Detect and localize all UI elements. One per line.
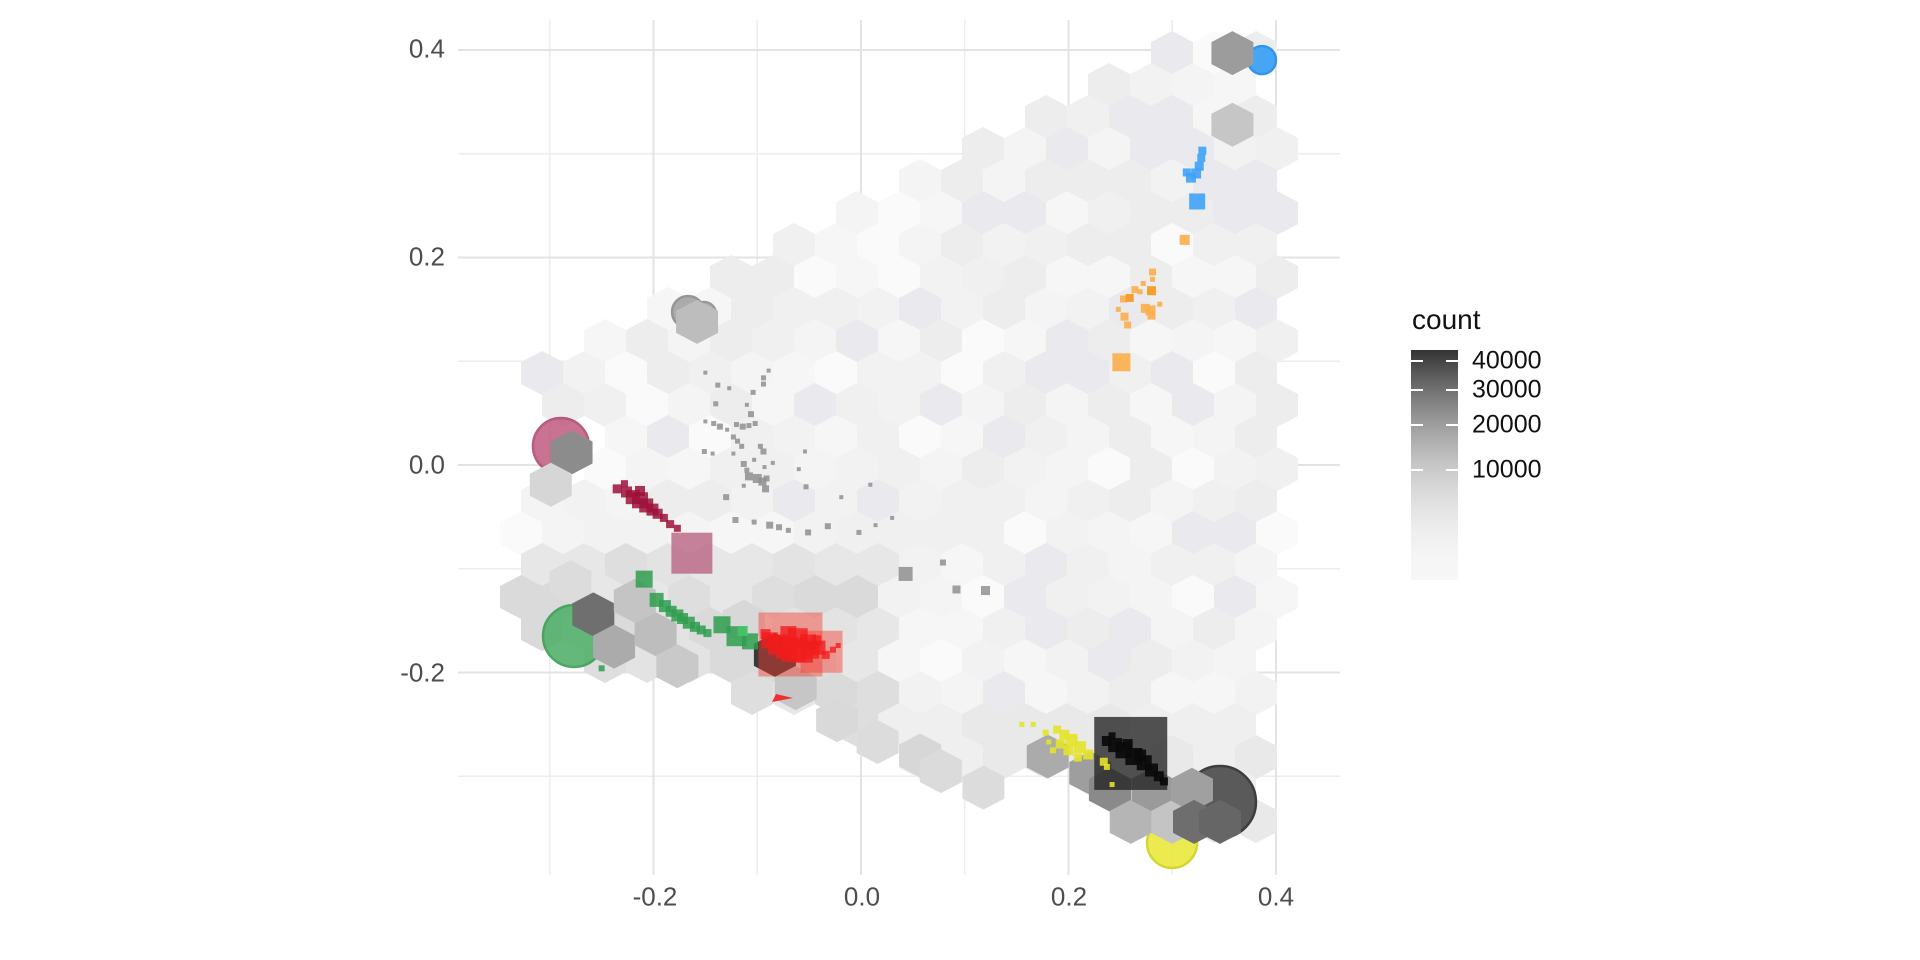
cluster-rose (671, 532, 713, 574)
cluster-green-bright (737, 626, 748, 636)
cluster-black (1101, 732, 1168, 786)
x-tick-label: 0.2 (1050, 881, 1088, 912)
cluster-orange-dark (1125, 286, 1156, 302)
legend-gradient-bar (1411, 350, 1458, 580)
y-tick-label: -0.2 (400, 657, 445, 688)
legend-tick-label: 20000 (1472, 410, 1542, 439)
x-tick-label: 0.0 (843, 881, 881, 912)
y-tick-label: 0.4 (408, 33, 445, 64)
x-tick-label: -0.2 (632, 881, 678, 912)
cluster-maroon (612, 480, 681, 532)
cluster-green (598, 570, 758, 672)
legend-tick-label: 30000 (1472, 375, 1542, 404)
x-tick-label: 0.4 (1257, 881, 1295, 912)
legend-tick-mark (1446, 389, 1458, 392)
y-tick-label: 0.2 (408, 241, 445, 272)
hexbin-feature-layer (529, 31, 1254, 844)
legend-tick-mark (1446, 469, 1458, 472)
cluster-gray-scatter (701, 368, 990, 596)
cluster-blue (1182, 146, 1207, 210)
legend-tick-mark (1411, 469, 1423, 472)
legend-title: count (1412, 304, 1481, 335)
legend-tick-label: 10000 (1472, 455, 1542, 484)
legend-tick-mark (1411, 389, 1423, 392)
cluster-orange (1112, 234, 1190, 372)
legend-tick-mark (1411, 359, 1423, 362)
y-tick-label: 0.0 (408, 449, 445, 480)
legend-tick-mark (1446, 359, 1458, 362)
red-sliver (771, 693, 794, 702)
cluster-yellow (1019, 721, 1115, 788)
hexbin-base-layer (500, 31, 1298, 843)
legend-tick-mark (1411, 423, 1423, 426)
legend-tick-mark (1446, 423, 1458, 426)
legend-tick-label: 40000 (1472, 346, 1542, 375)
cluster-red (760, 626, 841, 663)
